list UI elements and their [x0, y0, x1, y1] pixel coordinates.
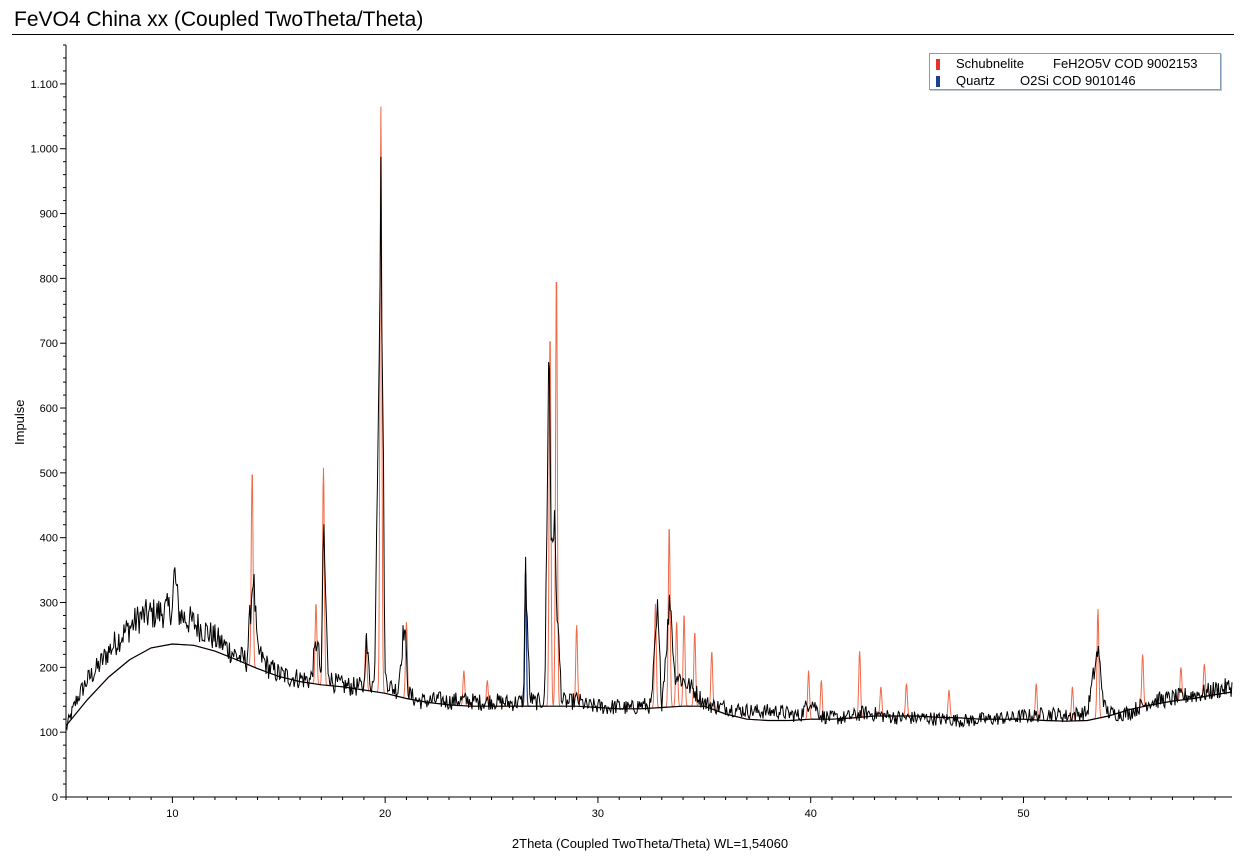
legend-formula-label: O2Si COD 9010146 — [1020, 73, 1136, 88]
series-line-schubnelite — [65, 106, 1232, 727]
red-bar-marker-icon — [936, 59, 940, 70]
y-tick-label: 300 — [40, 598, 58, 610]
y-tick-label: 500 — [40, 468, 58, 480]
y-tick-label: 400 — [40, 533, 58, 545]
y-tick-label: 600 — [40, 403, 58, 415]
y-tick-label: 700 — [40, 338, 58, 350]
title-divider — [12, 34, 1234, 35]
blue-bar-marker-icon — [936, 76, 940, 87]
y-tick-label: 100 — [40, 727, 58, 739]
y-tick-label: 900 — [40, 209, 58, 221]
legend-formula-label: FeH2O5V COD 9002153 — [1053, 56, 1198, 71]
chart-title: FeVO4 China xx (Coupled TwoTheta/Theta) — [14, 8, 424, 31]
x-tick-label: 10 — [166, 808, 178, 820]
x-axis-label: 2Theta (Coupled TwoTheta/Theta) WL=1,540… — [511, 836, 789, 851]
y-tick-label: 1.000 — [30, 144, 58, 156]
series-line-measured — [65, 156, 1233, 732]
legend-phase-label: Schubnelite — [956, 56, 1024, 71]
y-tick-label: 0 — [52, 792, 58, 804]
x-tick-label: 50 — [1017, 808, 1029, 820]
y-tick-label: 1.100 — [30, 79, 58, 91]
legend-phase-label: Quartz — [956, 73, 996, 88]
y-tick-label: 800 — [40, 273, 58, 285]
legend: Schubnelite FeH2O5V COD 9002153 Quartz O… — [929, 53, 1221, 90]
y-tick-label: 200 — [40, 662, 58, 674]
x-tick-label: 20 — [379, 808, 391, 820]
x-tick-label: 40 — [805, 808, 817, 820]
x-tick-label: 30 — [592, 808, 604, 820]
y-axis-label: Impulse — [12, 399, 27, 445]
background-curve — [65, 643, 1233, 727]
